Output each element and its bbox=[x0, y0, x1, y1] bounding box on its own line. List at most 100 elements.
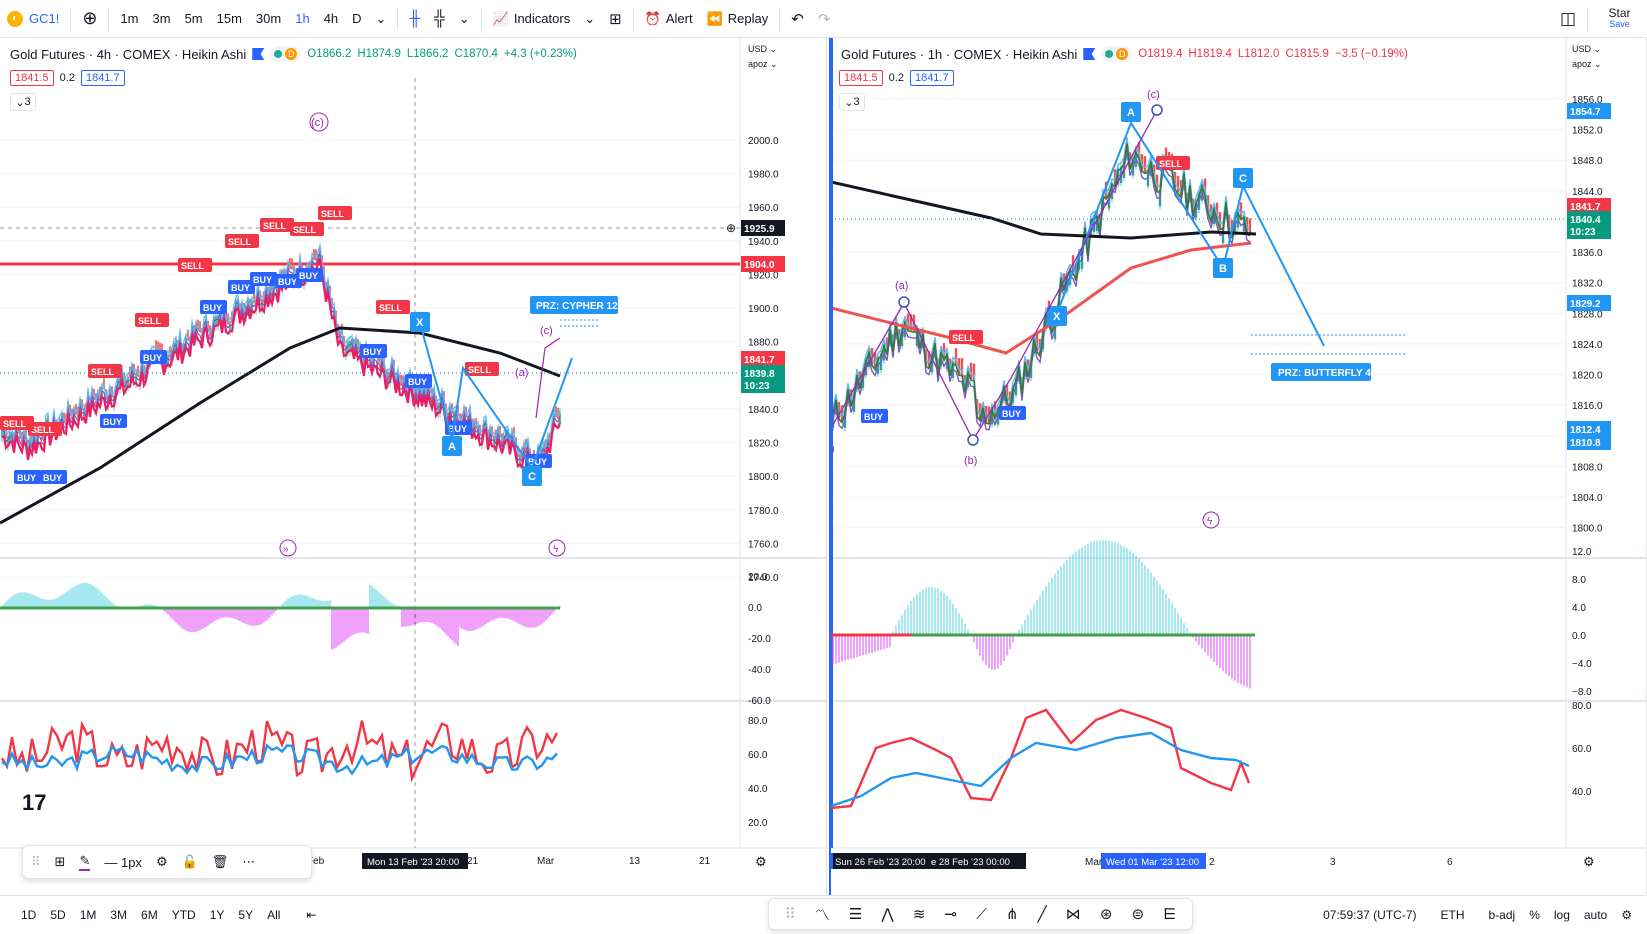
sell-signal: SELL bbox=[31, 425, 55, 435]
candle-body bbox=[519, 454, 521, 466]
interval-4h[interactable]: 4h bbox=[323, 11, 339, 26]
trash-icon[interactable]: 🗑 bbox=[211, 854, 229, 869]
candle-body bbox=[107, 395, 109, 407]
candle-body bbox=[1218, 212, 1222, 229]
percent-toggle[interactable]: % bbox=[1529, 908, 1540, 922]
redo-button[interactable]: ↷ bbox=[811, 0, 838, 38]
template-icon[interactable]: ⊞ bbox=[54, 854, 66, 869]
prz-label: PRZ: BUTTERFLY 4 bbox=[1278, 368, 1371, 379]
drag-handle-icon[interactable]: ⠿ bbox=[784, 906, 796, 923]
time-mid-tag: e 28 Feb '23 00:00 bbox=[931, 857, 1010, 868]
fib-icon[interactable]: ☰ bbox=[848, 906, 863, 923]
parallel-channel-icon[interactable]: ⋿ bbox=[1163, 906, 1177, 923]
drag-handle-icon[interactable]: ⠿ bbox=[31, 854, 41, 869]
interval-5m[interactable]: 5m bbox=[184, 11, 203, 26]
auto-toggle[interactable]: auto bbox=[1583, 908, 1608, 922]
range-5y[interactable]: 5Y bbox=[238, 908, 254, 922]
xabcd-pattern-icon[interactable]: ⋈ bbox=[1065, 906, 1081, 923]
more-dots-icon[interactable]: ⋯ bbox=[242, 854, 256, 869]
price-tick: 1820.0 bbox=[748, 439, 779, 450]
left-chart-pane[interactable]: USD ⌄ apoz ⌄ 2000.0 1980.0 1960.0 1940.0 1920.… bbox=[0, 38, 827, 895]
left-ask-price[interactable]: 1841.7 bbox=[80, 70, 125, 86]
templates-button[interactable]: ⊞ bbox=[602, 0, 629, 38]
interval-3m[interactable]: 3m bbox=[152, 11, 171, 26]
undo-button[interactable]: ↶ bbox=[784, 0, 811, 38]
price-tick: 1760.0 bbox=[748, 539, 779, 550]
range-1y[interactable]: 1Y bbox=[209, 908, 225, 922]
trend-line-icon[interactable]: ⟋ bbox=[976, 905, 987, 923]
range-3m[interactable]: 3M bbox=[110, 908, 128, 922]
flag-icon[interactable] bbox=[252, 48, 265, 60]
left-chart-title[interactable]: Gold Futures · 4h · COMEX · Heikin Ashi bbox=[10, 46, 247, 62]
gann-icon[interactable]: ⊛ bbox=[1099, 906, 1113, 923]
right-ask-price[interactable]: 1841.7 bbox=[909, 70, 954, 86]
indicators-dropdown[interactable]: ⌄ bbox=[577, 0, 602, 38]
low-price2-tag: 1810.8 bbox=[1570, 438, 1601, 449]
symbol-search[interactable]: ◐ GC1! bbox=[0, 0, 66, 38]
abc-pattern-icon[interactable]: ⋀ bbox=[881, 906, 894, 923]
range-6m[interactable]: 6M bbox=[141, 908, 158, 922]
left-chart-canvas[interactable]: USD ⌄ apoz ⌄ 2000.0 1980.0 1960.0 1940.0 1920.… bbox=[0, 38, 827, 895]
data-status-pill[interactable]: D bbox=[270, 46, 302, 62]
green-dot-icon bbox=[1105, 50, 1114, 58]
interval-1m[interactable]: 1m bbox=[120, 11, 139, 26]
pencil-color-icon[interactable]: ✎ bbox=[79, 853, 91, 871]
chart-type-bars[interactable]: ╬ bbox=[427, 0, 452, 38]
pitchfork-icon[interactable]: ⋔ bbox=[1005, 906, 1019, 923]
clock[interactable]: 07:59:37 (UTC-7) bbox=[1323, 908, 1417, 922]
left-bid-price[interactable]: 1841.5 bbox=[10, 70, 54, 86]
flag-icon[interactable] bbox=[1083, 48, 1096, 60]
chart-type-dropdown[interactable]: ⌄ bbox=[452, 0, 477, 38]
session-toggle[interactable]: ETH bbox=[1440, 908, 1465, 922]
settings-gear-icon[interactable]: ⚙ bbox=[155, 854, 168, 869]
sell-signal: SELL bbox=[138, 316, 162, 326]
ma-blue-line bbox=[832, 137, 1251, 419]
cycle-lines-icon[interactable]: ⊜ bbox=[1131, 906, 1145, 923]
left-indicators-toggle[interactable]: ⌄ 3 bbox=[10, 93, 36, 111]
interval-15m[interactable]: 15m bbox=[216, 11, 242, 26]
alert-button[interactable]: ⏰ Alert bbox=[638, 0, 700, 38]
elliott-wave-icon[interactable]: 〽 bbox=[814, 906, 830, 924]
line-width-button[interactable]: — 1px bbox=[104, 854, 142, 870]
indicators-button[interactable]: 📈 Indicators bbox=[486, 0, 578, 38]
range-1d[interactable]: 1D bbox=[21, 908, 37, 922]
candle-body bbox=[229, 321, 231, 333]
horizontal-ray-icon[interactable]: ⊸ bbox=[944, 906, 958, 923]
lock-icon[interactable]: 🔓 bbox=[181, 854, 198, 869]
buy-signal: BUY bbox=[408, 377, 427, 387]
candle-body bbox=[135, 372, 137, 384]
interval-30m[interactable]: 30m bbox=[255, 11, 282, 26]
data-status-pill[interactable]: D bbox=[1101, 46, 1133, 62]
log-toggle[interactable]: log bbox=[1553, 908, 1570, 922]
right-indicators-toggle[interactable]: ⌄ 3 bbox=[839, 93, 865, 111]
chart-type-candles[interactable]: ╫ bbox=[402, 0, 427, 38]
right-bid-price[interactable]: 1841.5 bbox=[839, 70, 883, 86]
right-chart-title[interactable]: Gold Futures · 1h · COMEX · Heikin Ashi bbox=[841, 46, 1078, 62]
right-chart-pane[interactable]: USD ⌄ apoz ⌄ 1856.0 1852.0 1848.0 1844.0 1840.… bbox=[829, 38, 1647, 895]
range-5d[interactable]: 5D bbox=[50, 908, 66, 922]
symbol-label: GC1! bbox=[29, 11, 60, 26]
right-chart-canvas[interactable]: USD ⌄ apoz ⌄ 1856.0 1852.0 1848.0 1844.0 1840.… bbox=[831, 38, 1647, 895]
range-ytd[interactable]: YTD bbox=[171, 908, 196, 922]
sell-signal-bg bbox=[178, 258, 212, 272]
interval-d[interactable]: D bbox=[352, 11, 362, 26]
settings-gear-icon[interactable]: ⚙ bbox=[1621, 908, 1632, 922]
bars-icon: ╬ bbox=[434, 10, 445, 27]
goto-date-icon[interactable]: ⇤ bbox=[306, 908, 317, 922]
interval-dropdown[interactable]: ⌄ bbox=[369, 0, 394, 38]
range-all[interactable]: All bbox=[267, 908, 281, 922]
interval-1h[interactable]: 1h bbox=[295, 11, 310, 26]
rsi-tick: 60.0 bbox=[748, 750, 768, 761]
replay-button[interactable]: ⏪ Replay bbox=[700, 0, 776, 38]
countdown-tag-bg bbox=[741, 377, 785, 393]
elliott-wave-line bbox=[831, 109, 1158, 442]
range-1m[interactable]: 1M bbox=[79, 908, 97, 922]
back-adjust-toggle[interactable]: b-adj bbox=[1488, 908, 1516, 922]
save-button[interactable]: Star Save bbox=[1592, 0, 1647, 38]
layout-button[interactable]: ◫ bbox=[1553, 0, 1583, 38]
line-icon[interactable]: ╱ bbox=[1037, 906, 1047, 923]
channel-icon[interactable]: ≋ bbox=[912, 906, 926, 923]
compare-add-button[interactable]: ⊕ bbox=[75, 0, 104, 38]
candle-body bbox=[125, 379, 127, 391]
left-ohlc-change: +4.3 (+0.23%) bbox=[503, 48, 577, 60]
